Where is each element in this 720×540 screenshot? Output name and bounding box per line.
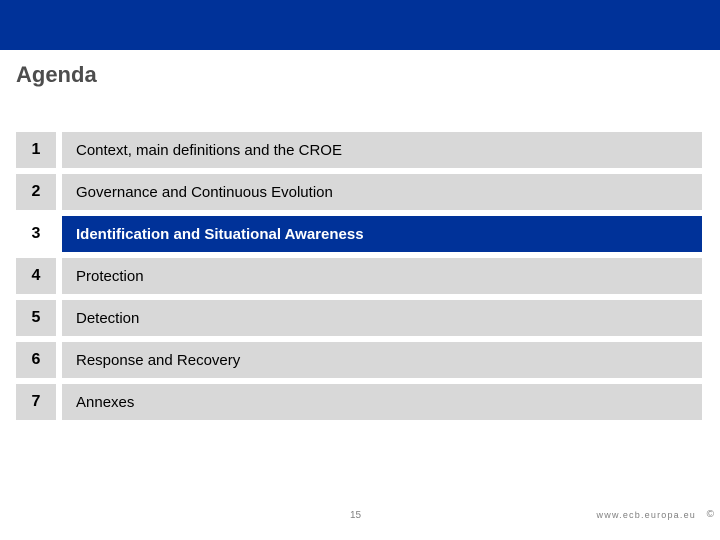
agenda-row-number: 4 bbox=[16, 258, 56, 294]
page-number: 15 bbox=[350, 510, 361, 521]
agenda-row-label: Context, main definitions and the CROE bbox=[62, 132, 702, 168]
agenda-row: 2Governance and Continuous Evolution bbox=[16, 174, 702, 210]
agenda-row: 3Identification and Situational Awarenes… bbox=[16, 216, 702, 252]
header-bar bbox=[0, 0, 720, 50]
agenda-row-label: Annexes bbox=[62, 384, 702, 420]
agenda-row: 7Annexes bbox=[16, 384, 702, 420]
agenda-table: 1Context, main definitions and the CROE2… bbox=[16, 132, 702, 426]
slide-title: Agenda bbox=[16, 62, 97, 88]
agenda-row: 6Response and Recovery bbox=[16, 342, 702, 378]
agenda-row-label: Governance and Continuous Evolution bbox=[62, 174, 702, 210]
agenda-row-number: 7 bbox=[16, 384, 56, 420]
agenda-row: 1Context, main definitions and the CROE bbox=[16, 132, 702, 168]
agenda-row-label: Detection bbox=[62, 300, 702, 336]
slide: Agenda 1Context, main definitions and th… bbox=[0, 0, 720, 540]
agenda-row-number: 6 bbox=[16, 342, 56, 378]
agenda-row-number: 3 bbox=[16, 216, 56, 252]
agenda-row: 4Protection bbox=[16, 258, 702, 294]
copyright-icon: © bbox=[707, 509, 714, 520]
agenda-row: 5Detection bbox=[16, 300, 702, 336]
footer-url: www.ecb.europa.eu bbox=[597, 510, 696, 520]
agenda-row-number: 5 bbox=[16, 300, 56, 336]
agenda-row-label: Response and Recovery bbox=[62, 342, 702, 378]
agenda-row-label: Protection bbox=[62, 258, 702, 294]
agenda-row-number: 1 bbox=[16, 132, 56, 168]
agenda-row-label: Identification and Situational Awareness bbox=[62, 216, 702, 252]
agenda-row-number: 2 bbox=[16, 174, 56, 210]
